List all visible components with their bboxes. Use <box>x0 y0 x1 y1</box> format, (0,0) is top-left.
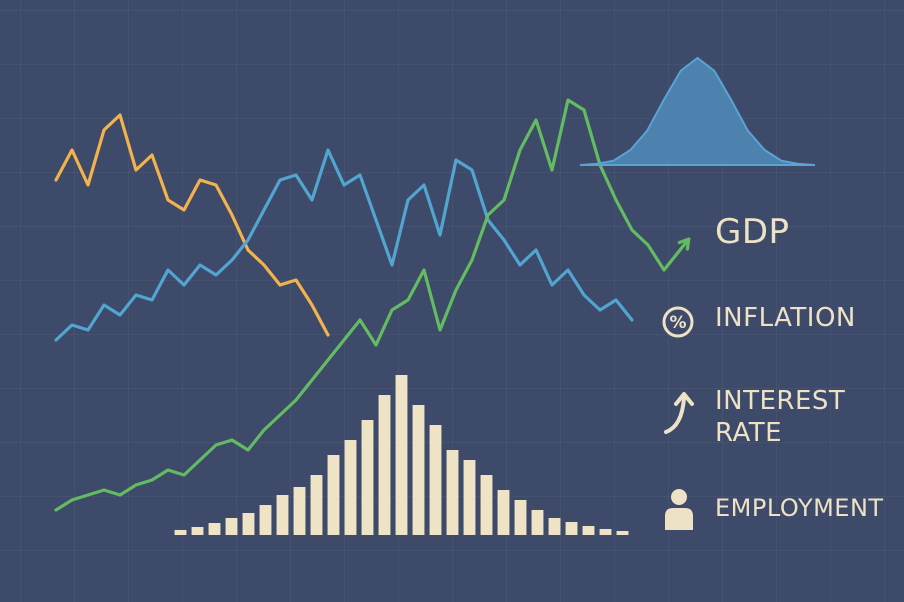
icon-body <box>665 508 693 530</box>
bar <box>378 395 391 535</box>
bar <box>276 495 289 535</box>
bar <box>191 527 204 535</box>
annotation: GDP <box>715 212 790 252</box>
bar <box>259 505 272 535</box>
bar <box>412 405 425 535</box>
bar <box>497 490 510 535</box>
annotation: INFLATION <box>715 303 856 333</box>
bar <box>616 531 629 535</box>
bar <box>531 510 544 535</box>
line <box>54 98 682 512</box>
arrowhead <box>677 237 691 251</box>
bar <box>480 475 493 535</box>
bar <box>548 518 561 535</box>
bar <box>361 420 374 535</box>
percent-icon: % <box>662 306 694 338</box>
line <box>54 148 634 342</box>
icon-text: % <box>669 313 686 333</box>
icon-head <box>671 489 687 505</box>
bar <box>429 425 442 535</box>
bar <box>599 529 612 535</box>
icon-arrowhead <box>674 392 694 406</box>
icon-arrow <box>664 396 686 434</box>
bar <box>344 440 357 535</box>
bar <box>327 455 340 535</box>
bar <box>208 523 221 535</box>
person-icon <box>665 489 693 530</box>
bar <box>242 513 255 535</box>
bar <box>174 530 187 535</box>
bar <box>582 526 595 535</box>
area <box>579 56 816 166</box>
line <box>54 113 330 337</box>
annotation: EMPLOYMENT <box>715 494 884 522</box>
bar <box>225 518 238 535</box>
bar <box>446 450 459 535</box>
bar <box>514 500 527 535</box>
bar <box>293 487 306 535</box>
bar <box>565 522 578 535</box>
bar <box>463 460 476 535</box>
icon-circle <box>662 306 694 338</box>
bar <box>395 375 408 535</box>
bar <box>310 475 323 535</box>
annotation: INTEREST RATE <box>715 386 846 448</box>
arrow-icon <box>664 392 694 434</box>
